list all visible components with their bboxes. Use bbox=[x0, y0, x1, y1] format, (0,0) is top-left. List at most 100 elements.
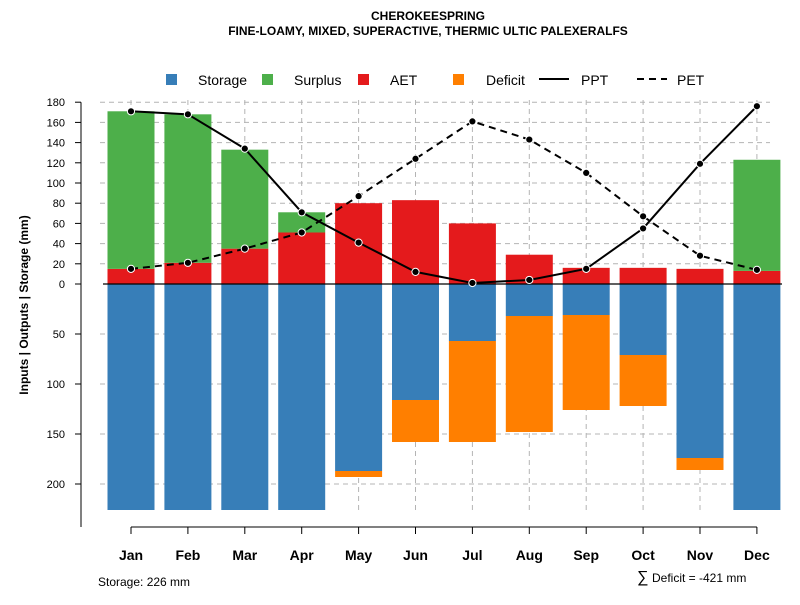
legend-label-aet: AET bbox=[390, 72, 418, 88]
legend-label-pet: PET bbox=[677, 72, 705, 88]
y-tick-label: 60 bbox=[53, 218, 65, 230]
deficit-note: Deficit = -421 mm bbox=[652, 571, 746, 585]
storage-note: Storage: 226 mm bbox=[98, 575, 190, 589]
point-ppt-sep bbox=[582, 264, 591, 273]
point-pet-mar bbox=[240, 244, 249, 253]
legend-label-deficit: Deficit bbox=[486, 72, 525, 88]
point-ppt-oct bbox=[639, 224, 648, 233]
sum-symbol: ∑ bbox=[637, 569, 648, 586]
y-tick-label: 140 bbox=[47, 138, 65, 150]
point-ppt-jan bbox=[126, 107, 136, 116]
y-tick-label: 100 bbox=[47, 178, 65, 190]
y-tick-label: 150 bbox=[47, 429, 65, 441]
y-tick-label: 120 bbox=[47, 158, 65, 170]
y-tick-label: 200 bbox=[47, 479, 65, 491]
legend-swatch-storage bbox=[166, 74, 177, 85]
point-pet-jan bbox=[126, 264, 136, 273]
x-tick-label: May bbox=[345, 547, 372, 563]
bar-storage-jun bbox=[392, 284, 439, 400]
bars-layer bbox=[107, 111, 781, 510]
bar-storage-feb bbox=[164, 284, 212, 510]
bar-storage-oct bbox=[619, 284, 667, 355]
bar-storage-nov bbox=[676, 284, 724, 458]
chart-title: CHEROKEESPRING bbox=[371, 9, 485, 23]
bar-deficit-nov bbox=[676, 458, 724, 470]
point-ppt-jun bbox=[411, 267, 420, 276]
y-tick-label: 80 bbox=[53, 198, 65, 210]
x-tick-label: Jun bbox=[403, 547, 428, 563]
bar-deficit-sep bbox=[562, 315, 610, 410]
point-pet-oct bbox=[639, 212, 648, 221]
x-tick-label: Sep bbox=[573, 547, 599, 563]
bar-deficit-oct bbox=[619, 355, 667, 406]
bar-aet-dec bbox=[733, 270, 781, 284]
bar-storage-may bbox=[335, 284, 383, 471]
legend-label-storage: Storage bbox=[198, 72, 247, 88]
point-pet-sep bbox=[582, 168, 591, 177]
bar-storage-jul bbox=[448, 284, 496, 341]
point-ppt-aug bbox=[525, 275, 534, 285]
lines-layer bbox=[126, 102, 762, 288]
bar-deficit-aug bbox=[505, 316, 553, 432]
bar-surplus-feb bbox=[164, 114, 212, 263]
bar-aet-apr bbox=[278, 232, 326, 284]
legend-swatch-surplus bbox=[262, 74, 273, 85]
x-tick-label: Nov bbox=[687, 547, 714, 563]
bar-deficit-jul bbox=[448, 341, 496, 442]
point-pet-jun bbox=[411, 154, 420, 163]
x-tick-label: Jul bbox=[462, 547, 482, 563]
bar-deficit-may bbox=[335, 471, 383, 477]
bar-aet-mar bbox=[221, 248, 269, 284]
point-ppt-mar bbox=[240, 144, 249, 153]
x-tick-label: Mar bbox=[232, 547, 257, 563]
bar-surplus-apr bbox=[278, 212, 326, 233]
bar-storage-sep bbox=[562, 284, 610, 315]
bar-aet-feb bbox=[164, 262, 212, 284]
point-ppt-feb bbox=[183, 110, 192, 119]
bar-storage-jan bbox=[107, 284, 155, 510]
bar-storage-aug bbox=[505, 284, 553, 316]
y-tick-label: 40 bbox=[53, 239, 65, 251]
bar-surplus-dec bbox=[733, 159, 781, 271]
bar-surplus-jan bbox=[107, 111, 155, 269]
point-pet-aug bbox=[525, 135, 534, 144]
y-tick-label: 50 bbox=[53, 329, 65, 341]
point-pet-feb bbox=[183, 258, 192, 267]
x-tick-label: Jan bbox=[119, 547, 143, 563]
point-pet-dec bbox=[752, 265, 762, 274]
point-ppt-apr bbox=[297, 208, 306, 217]
point-pet-may bbox=[354, 192, 363, 201]
x-tick-label: Oct bbox=[631, 547, 655, 563]
y-tick-label: 180 bbox=[47, 97, 65, 109]
bar-storage-mar bbox=[221, 284, 269, 510]
bar-storage-apr bbox=[278, 284, 326, 510]
point-ppt-nov bbox=[695, 159, 705, 168]
chart-subtitle: FINE-LOAMY, MIXED, SUPERACTIVE, THERMIC … bbox=[228, 24, 628, 38]
legend-label-ppt: PPT bbox=[581, 72, 609, 88]
legend-label-surplus: Surplus bbox=[294, 72, 341, 88]
legend-swatch-aet bbox=[358, 74, 369, 85]
point-pet-apr bbox=[297, 228, 306, 237]
bar-storage-dec bbox=[733, 284, 781, 510]
x-tick-label: Feb bbox=[175, 547, 200, 563]
bar-deficit-jun bbox=[392, 400, 439, 442]
axis-layer: 0 20 40 60 80 100 120 140 160 180 50 100 150 200 Jan Fe… bbox=[47, 97, 782, 563]
y-tick-label: 0 bbox=[59, 279, 65, 291]
line-ppt bbox=[130, 105, 758, 284]
point-ppt-may bbox=[354, 238, 363, 247]
point-ppt-dec bbox=[752, 102, 762, 111]
y-tick-label: 100 bbox=[47, 379, 65, 391]
y-tick-label: 160 bbox=[47, 117, 65, 129]
bar-aet-jan bbox=[107, 268, 155, 284]
x-tick-label: Apr bbox=[290, 547, 315, 563]
bar-aet-oct bbox=[619, 267, 667, 284]
legend-swatch-deficit bbox=[453, 74, 464, 85]
point-pet-jul bbox=[468, 117, 477, 126]
x-tick-label: Aug bbox=[516, 547, 543, 563]
bar-surplus-mar bbox=[221, 149, 269, 249]
bar-aet-nov bbox=[676, 268, 724, 284]
point-pet-nov bbox=[695, 251, 705, 260]
y-tick-label: 20 bbox=[53, 259, 65, 271]
